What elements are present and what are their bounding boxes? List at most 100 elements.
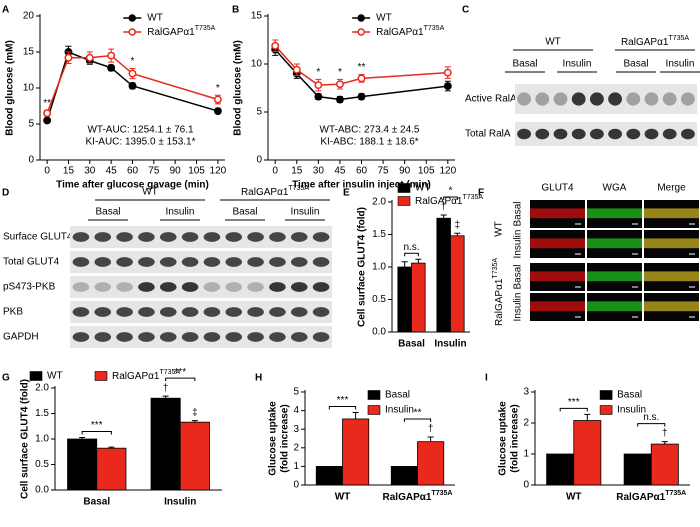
bar xyxy=(417,441,445,486)
legend-label: Insulin xyxy=(385,405,414,416)
blot-band xyxy=(225,307,243,317)
bar xyxy=(436,217,451,333)
legend-label: WT xyxy=(47,371,63,382)
x-tick-label: 60 xyxy=(356,166,368,177)
data-point xyxy=(335,95,344,104)
error-bar xyxy=(584,413,591,421)
legend-swatch xyxy=(599,390,613,400)
row-label: Basal xyxy=(513,201,524,226)
row-label: Insulin xyxy=(513,293,524,322)
significance: n.s. xyxy=(643,412,659,423)
legend-marker xyxy=(128,28,136,36)
y-tick-label: 2 xyxy=(293,442,299,453)
significance: † xyxy=(441,202,447,213)
x-tick-label-sup: T735A xyxy=(431,490,452,497)
data-point xyxy=(213,95,222,104)
y-tick-label: 0 xyxy=(293,480,299,491)
blot-band xyxy=(312,232,330,242)
stain xyxy=(644,271,699,282)
blot-background xyxy=(70,251,332,273)
blot-band xyxy=(269,282,286,292)
data-point xyxy=(314,81,323,90)
y-tick-label: 4 xyxy=(293,405,299,416)
blot-band xyxy=(247,232,264,242)
y-tick-label: 1.5 xyxy=(372,229,386,240)
blot-band xyxy=(247,332,264,342)
panel-letter: E xyxy=(343,188,350,199)
y-axis-title: (fold increase) xyxy=(280,404,291,472)
data-point xyxy=(357,74,366,83)
annotation: WT-ABC: 273.4 ± 24.5 xyxy=(320,125,420,136)
data-point xyxy=(107,51,116,60)
bar xyxy=(397,266,412,333)
significance: * xyxy=(216,83,220,94)
x-tick-label: 15 xyxy=(63,166,75,177)
blot-band xyxy=(290,232,308,242)
error-bar xyxy=(162,395,169,399)
y-tick-label: 1.5 xyxy=(35,408,49,419)
blot-band xyxy=(225,232,243,242)
x-tick-label: Basal xyxy=(83,497,110,508)
blot-band xyxy=(608,128,623,140)
series-line xyxy=(46,54,219,114)
stain xyxy=(587,208,642,219)
y-tick-label: 15 xyxy=(23,47,35,58)
group-label-sup: T735A xyxy=(288,185,309,192)
bracket xyxy=(165,377,196,382)
row-label: GAPDH xyxy=(3,332,39,343)
column-label: WGA xyxy=(603,183,627,194)
data-point xyxy=(43,109,52,118)
x-tick-label: Insulin xyxy=(434,339,466,350)
x-tick-label: 45 xyxy=(106,166,118,177)
significance: *** xyxy=(337,395,349,406)
row-label: Active RalA xyxy=(465,94,517,105)
x-tick-label: 90 xyxy=(170,166,182,177)
x-tick-label: 120 xyxy=(439,166,456,177)
legend-swatch xyxy=(367,390,381,400)
y-axis-title: Glucose uptake xyxy=(498,401,509,476)
blot-band xyxy=(181,332,199,342)
y-axis-title: Cell surface GLUT4 (fold) xyxy=(357,207,368,327)
blot-band xyxy=(203,332,221,342)
x-tick-label: 30 xyxy=(313,166,325,177)
bracket xyxy=(443,196,458,200)
blot-band xyxy=(159,232,177,242)
group-label: WT xyxy=(142,187,158,198)
significance: *** xyxy=(568,397,580,408)
blot-band xyxy=(269,307,286,317)
blot-band xyxy=(680,92,695,106)
x-tick-label: 0 xyxy=(44,166,50,177)
x-tick-label: 105 xyxy=(418,166,435,177)
blot-band xyxy=(94,232,112,242)
legend-swatch xyxy=(599,405,613,415)
blot-band xyxy=(116,232,133,242)
bar xyxy=(573,420,602,486)
blot-band xyxy=(517,92,532,106)
blot-band xyxy=(225,282,243,292)
legend-label: WT xyxy=(147,13,163,24)
legend-label: RalGAPα1T735A xyxy=(415,194,483,206)
blot-band xyxy=(138,257,155,267)
lane-label: Basal xyxy=(95,207,120,218)
row-label: Total GLUT4 xyxy=(3,257,60,268)
panel-letter: H xyxy=(255,373,262,384)
error-bar xyxy=(79,436,86,439)
error-bar xyxy=(415,258,422,264)
significance: *** xyxy=(174,367,186,378)
bracket xyxy=(328,405,357,410)
stain xyxy=(530,208,585,219)
group-label-main: RalGAPα1 xyxy=(494,278,505,326)
y-tick-label: 0.5 xyxy=(372,294,386,305)
blot-band xyxy=(553,92,568,106)
significance: * xyxy=(131,56,135,67)
blot-band xyxy=(116,257,133,267)
group-label-main: RalGAPα1 xyxy=(621,37,669,48)
y-tick-label: 0 xyxy=(28,155,34,166)
legend-label: Insulin xyxy=(617,405,646,416)
y-tick-label: 2 xyxy=(523,418,529,429)
significance: ‡ xyxy=(192,407,198,418)
error-bar xyxy=(454,232,461,236)
blot-band xyxy=(138,232,155,242)
bar xyxy=(96,447,127,491)
series-line xyxy=(46,50,219,121)
